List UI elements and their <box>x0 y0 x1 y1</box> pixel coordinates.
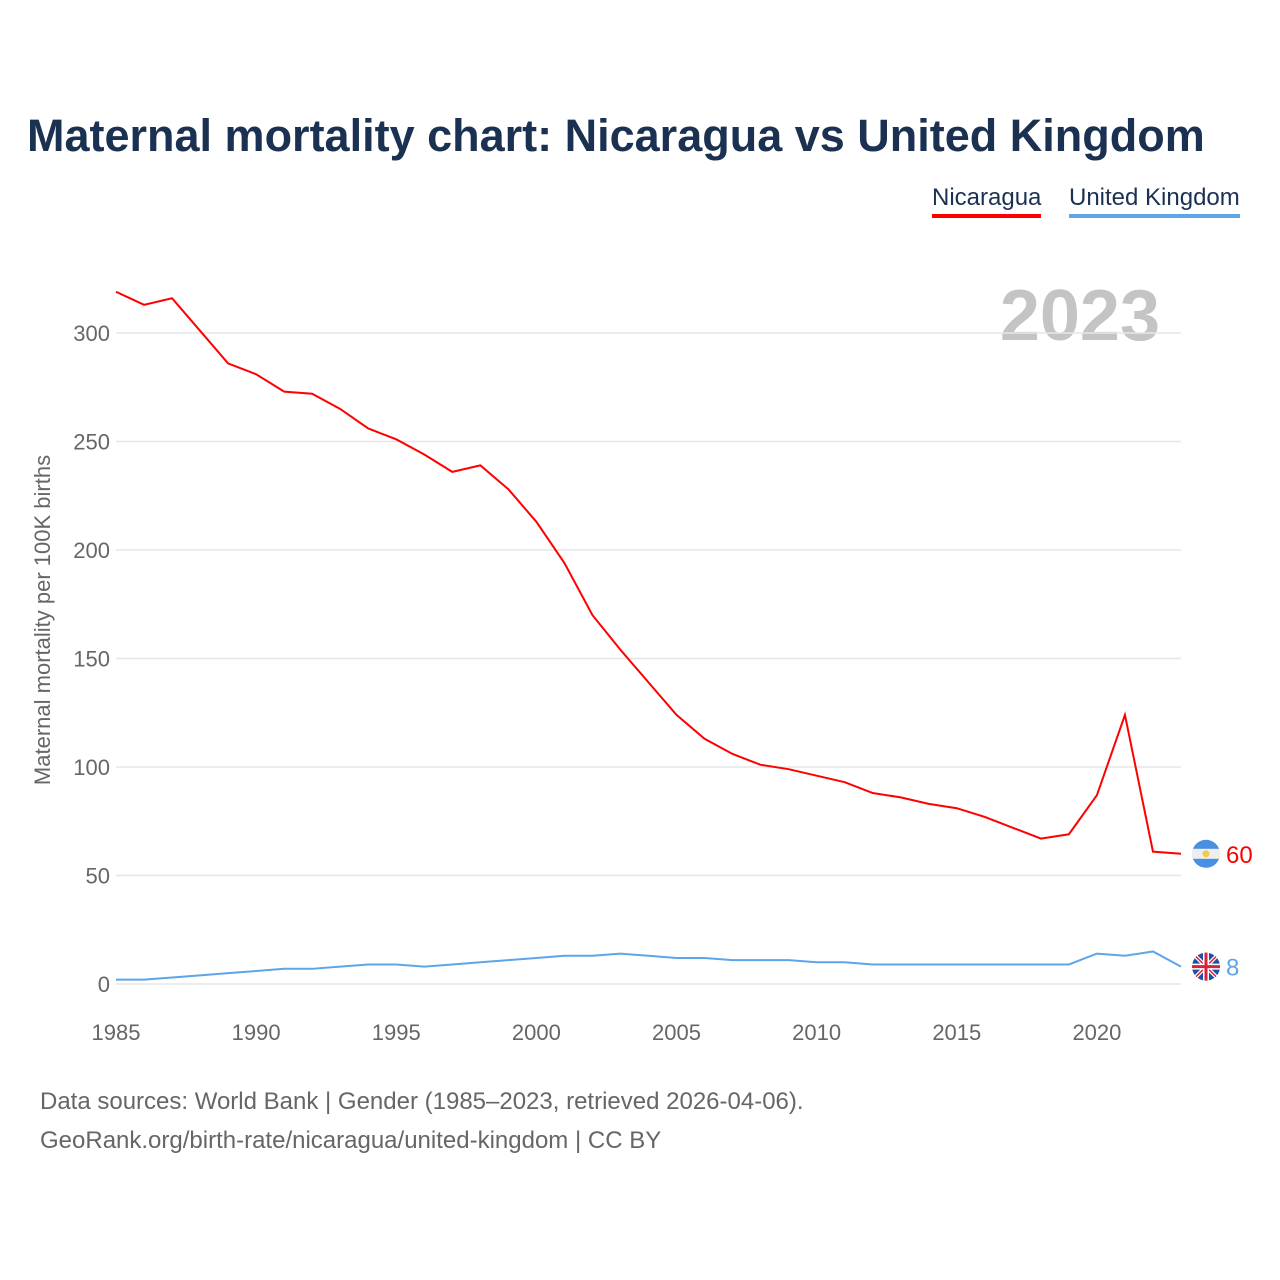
flag-cross-red <box>1192 952 1220 981</box>
end-value-label: 60 <box>1226 842 1253 869</box>
x-tick-label: 1985 <box>92 1020 141 1045</box>
x-tick-label: 2015 <box>932 1020 981 1045</box>
end-value-label: 8 <box>1226 955 1239 982</box>
y-tick-label: 100 <box>73 755 110 780</box>
footer-link[interactable]: GeoRank.org/birth-rate/nicaragua/united-… <box>40 1127 662 1154</box>
x-tick-label: 2010 <box>792 1020 841 1045</box>
x-tick-label: 2020 <box>1072 1020 1121 1045</box>
flag-emblem <box>1202 850 1210 858</box>
footer-sources: Data sources: World Bank | Gender (1985–… <box>40 1088 804 1115</box>
y-tick-label: 150 <box>73 647 110 672</box>
legend-united-kingdom[interactable]: United Kingdom <box>1069 184 1240 218</box>
y-tick-label: 300 <box>73 321 110 346</box>
y-tick-label: 0 <box>98 972 110 997</box>
series-line-nicaragua <box>115 290 1182 855</box>
y-tick-label: 200 <box>73 538 110 563</box>
series-line-united-kingdom <box>116 950 1182 981</box>
x-tick-label: 1990 <box>232 1020 281 1045</box>
x-tick-label: 2000 <box>512 1020 561 1045</box>
x-tick-label: 2005 <box>652 1020 701 1045</box>
y-axis-label: Maternal mortality per 100K births <box>30 455 55 785</box>
chart-title: Maternal mortality chart: Nicaragua vs U… <box>27 110 1205 161</box>
year-watermark: 2023 <box>1000 276 1160 356</box>
x-tick-label: 1995 <box>372 1020 421 1045</box>
legend-nicaragua[interactable]: Nicaragua <box>932 184 1042 218</box>
y-tick-label: 50 <box>86 864 110 889</box>
y-tick-label: 250 <box>73 430 110 455</box>
